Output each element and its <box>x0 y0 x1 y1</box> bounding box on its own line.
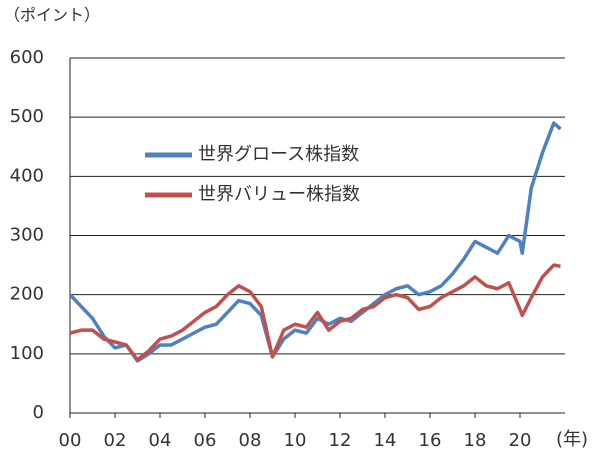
x-tick-label: 04 <box>149 430 172 451</box>
y-tick-label: 100 <box>10 343 44 364</box>
x-tick-label: 16 <box>419 430 442 451</box>
x-tick-label: 02 <box>104 430 127 451</box>
x-tick-label: 06 <box>194 430 217 451</box>
y-tick-label: 300 <box>10 225 44 246</box>
x-tick-label: 12 <box>329 430 352 451</box>
x-tick-label: 18 <box>464 430 487 451</box>
series-line <box>69 263 561 362</box>
x-tick-label: 08 <box>239 430 262 451</box>
y-tick-label: 200 <box>10 284 44 305</box>
x-tick-label: 00 <box>59 430 82 451</box>
y-tick-label: 500 <box>10 106 44 127</box>
x-axis-unit: (年) <box>556 429 588 450</box>
y-axis-label: （ポイント） <box>4 6 100 25</box>
x-tick-label: 10 <box>284 430 307 451</box>
y-tick-label: 600 <box>10 47 44 68</box>
x-tick-label: 20 <box>509 430 532 451</box>
legend-label: 世界グロース株指数 <box>198 144 359 165</box>
x-tick-label: 14 <box>374 430 397 451</box>
y-tick-label: 400 <box>10 165 44 186</box>
y-tick-label: 0 <box>33 402 44 423</box>
legend-label: 世界バリュー株指数 <box>198 184 360 205</box>
